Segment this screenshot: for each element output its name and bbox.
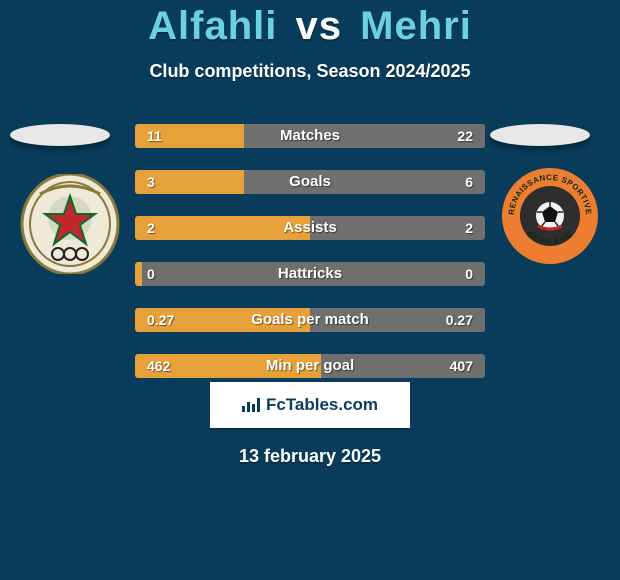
stat-label: Goals per match [135, 308, 485, 332]
stat-value-left: 0.27 [147, 308, 174, 332]
versus-text: vs [296, 4, 343, 48]
stat-label: Matches [135, 124, 485, 148]
stat-row-goals: Goals3 6 [135, 170, 485, 194]
stat-row-assists: Assists2 2 [135, 216, 485, 240]
stat-label: Min per goal [135, 354, 485, 378]
flag-oval-left [10, 124, 110, 146]
stat-value-right: 2 [465, 216, 473, 240]
stat-value-left: 0 [147, 262, 155, 286]
fctables-icon [242, 398, 260, 412]
stat-row-goals-per-match: Goals per match0.27 0.27 [135, 308, 485, 332]
fctables-text: FcTables.com [266, 395, 378, 415]
stat-value-left: 2 [147, 216, 155, 240]
stat-label: Goals [135, 170, 485, 194]
club-badge-right: RENAISSANCE SPORTIVE BERKANE [500, 166, 600, 266]
comparison-date: 13 february 2025 [0, 446, 620, 467]
club-badge-left [20, 174, 120, 274]
stat-label: Hattricks [135, 262, 485, 286]
stat-label: Assists [135, 216, 485, 240]
player2-name: Mehri [360, 4, 472, 48]
player1-name: Alfahli [148, 4, 277, 48]
stat-value-left: 11 [147, 124, 162, 148]
flag-oval-right [490, 124, 590, 146]
comparison-bars: Matches1122Goals36Assists22Hattricks00Go… [135, 124, 485, 378]
subtitle: Club competitions, Season 2024/2025 [0, 61, 620, 82]
stat-value-left: 3 [147, 170, 155, 194]
badge-right-icon: RENAISSANCE SPORTIVE BERKANE [500, 166, 600, 266]
stat-value-right: 22 [457, 124, 473, 148]
stat-value-right: 0 [465, 262, 473, 286]
stat-value-left: 462 [147, 354, 170, 378]
stat-value-right: 0.27 [446, 308, 473, 332]
fctables-logo: FcTables.com [210, 382, 410, 428]
stat-row-min-per-goal: Min per goal462 407 [135, 354, 485, 378]
page-title: Alfahli vs Mehri [0, 4, 620, 49]
stat-row-matches: Matches11 22 [135, 124, 485, 148]
stat-value-right: 407 [450, 354, 473, 378]
stat-value-right: 6 [465, 170, 473, 194]
badge-left-icon [20, 174, 120, 274]
stat-row-hattricks: Hattricks0 0 [135, 262, 485, 286]
